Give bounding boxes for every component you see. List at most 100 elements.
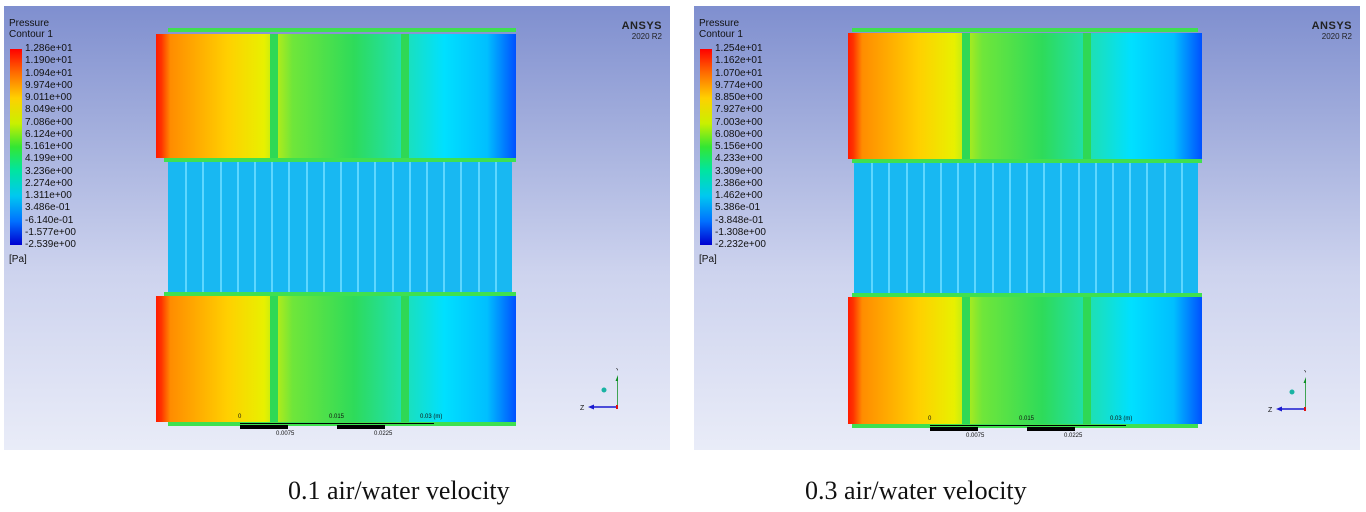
separator (401, 34, 409, 158)
scale-label: 0.0075 (276, 431, 295, 437)
separator (270, 34, 278, 158)
fin-line (888, 163, 890, 293)
separator (962, 297, 970, 424)
fin-line (185, 162, 187, 292)
legend-variable: Pressure (9, 18, 50, 29)
scale-label: 0.03 (m) (420, 414, 443, 420)
fin-line (957, 163, 959, 293)
scale-label: 0 (238, 414, 242, 420)
fin-line (237, 162, 239, 292)
color-bar-tick-label: 3.236e+00 (25, 165, 73, 177)
color-bar-tick-label: 8.850e+00 (715, 92, 763, 103)
fin-line (220, 162, 222, 292)
color-bar-tick-label: 5.386e-01 (715, 202, 761, 214)
color-bar-tick-label: 8.049e+00 (25, 104, 73, 116)
bottom-rail (168, 422, 516, 426)
fin-line (974, 163, 976, 293)
color-bar-tick-label: 1.311e+00 (25, 190, 72, 201)
fin-line (202, 162, 204, 292)
fin-line (1009, 163, 1011, 293)
color-bar-tick-label: -6.140e-01 (25, 214, 74, 226)
color-bar-tick-label: 3.309e+00 (715, 165, 763, 177)
scale-ruler (930, 425, 1126, 426)
color-bar (700, 49, 712, 245)
fin-line (871, 163, 873, 293)
color-bar-ticks: 1.254e+01 1.162e+01 1.070e+01 9.774e+00 8.85… (715, 44, 795, 250)
color-bar-tick-label: 1.462e+00 (715, 190, 763, 201)
separator (1083, 33, 1091, 159)
axis-z-label: Z (1268, 407, 1273, 414)
fin-line (254, 162, 256, 292)
contour-block-middle (854, 163, 1198, 293)
scale-label: 0.015 (329, 414, 345, 420)
fin-line (357, 162, 359, 292)
contour-block-top (848, 33, 1202, 159)
axis-triad-icon[interactable]: Y Z (1266, 366, 1306, 416)
legend-contour-name: Contour 1 (699, 29, 743, 40)
color-bar-tick-label: 3.486e-01 (25, 202, 71, 214)
color-bar-tick-label: -1.577e+00 (25, 226, 76, 238)
scale-label: 0.0225 (1064, 433, 1083, 439)
scale-segment (240, 425, 288, 429)
fin-line (340, 162, 342, 292)
color-bar-tick-label: 4.199e+00 (25, 153, 73, 165)
scale-label: 0.0075 (966, 433, 985, 439)
rail (852, 159, 1202, 163)
fin-line (443, 162, 445, 292)
bottom-rail (852, 424, 1198, 428)
legend-unit: [Pa] (699, 254, 717, 265)
color-bar-tick-label: 7.927e+00 (715, 104, 763, 116)
color-bar-tick-label: 7.086e+00 (25, 116, 73, 128)
contour-block-bottom (156, 296, 516, 422)
rail (164, 292, 516, 296)
separator (270, 296, 278, 422)
contour-viewport-1[interactable]: Pressure Contour 1 1.286e+01 1.190e+01 1.0… (4, 6, 670, 450)
color-bar (10, 49, 22, 245)
color-bar-tick-label: 1.162e+01 (715, 55, 763, 67)
fin-line (409, 162, 411, 292)
fin-line (1129, 163, 1131, 293)
axis-z-label: Z (580, 405, 585, 412)
brand-version: 2020 R2 (1321, 32, 1352, 41)
contour-viewport-2[interactable]: Pressure Contour 1 1.254e+01 1.162e+01 1.0… (694, 6, 1360, 450)
axis-y-label: Y (1304, 370, 1306, 377)
fin-line (923, 163, 925, 293)
ansys-logo: ANSYS 2020 R2 (1312, 20, 1352, 41)
color-bar-ticks: 1.286e+01 1.190e+01 1.094e+01 9.974e+00 9.01… (25, 44, 105, 250)
scale-segment (930, 427, 978, 431)
color-bar-tick-label: 5.161e+00 (25, 141, 73, 152)
rail (164, 158, 516, 162)
fin-line (1146, 163, 1148, 293)
fin-line (306, 162, 308, 292)
color-bar-tick-label: 1.286e+01 (25, 43, 73, 54)
scale-segment (337, 425, 385, 429)
top-rail (168, 28, 516, 32)
fin-line (992, 163, 994, 293)
fin-line (478, 162, 480, 292)
fin-line (374, 162, 376, 292)
fin-line (288, 162, 290, 292)
fin-line (1112, 163, 1114, 293)
fin-line (906, 163, 908, 293)
color-bar-tick-label: 7.003e+00 (715, 116, 763, 128)
scale-label: 0 (928, 416, 932, 422)
caption-left: 0.1 air/water velocity (288, 476, 510, 505)
color-bar-tick-label: 1.070e+01 (715, 67, 763, 79)
ansys-logo: ANSYS 2020 R2 (622, 20, 662, 41)
separator (962, 33, 970, 159)
fin-line (323, 162, 325, 292)
fin-line (1043, 163, 1045, 293)
scale-label: 0.015 (1019, 416, 1035, 422)
legend-title: Pressure Contour 1 (699, 18, 743, 40)
color-bar-tick-label: 1.254e+01 (715, 43, 763, 54)
fin-line (460, 162, 462, 292)
top-rail (852, 28, 1198, 32)
contour-block-middle (168, 162, 512, 292)
fin-line (426, 162, 428, 292)
color-bar-tick-label: -1.308e+00 (715, 226, 766, 238)
contour-block-bottom (848, 297, 1202, 424)
fin-line (1026, 163, 1028, 293)
legend-variable: Pressure (699, 18, 740, 29)
axis-triad-icon[interactable]: Y Z (578, 364, 618, 414)
scale-label: 0.0225 (374, 431, 393, 437)
